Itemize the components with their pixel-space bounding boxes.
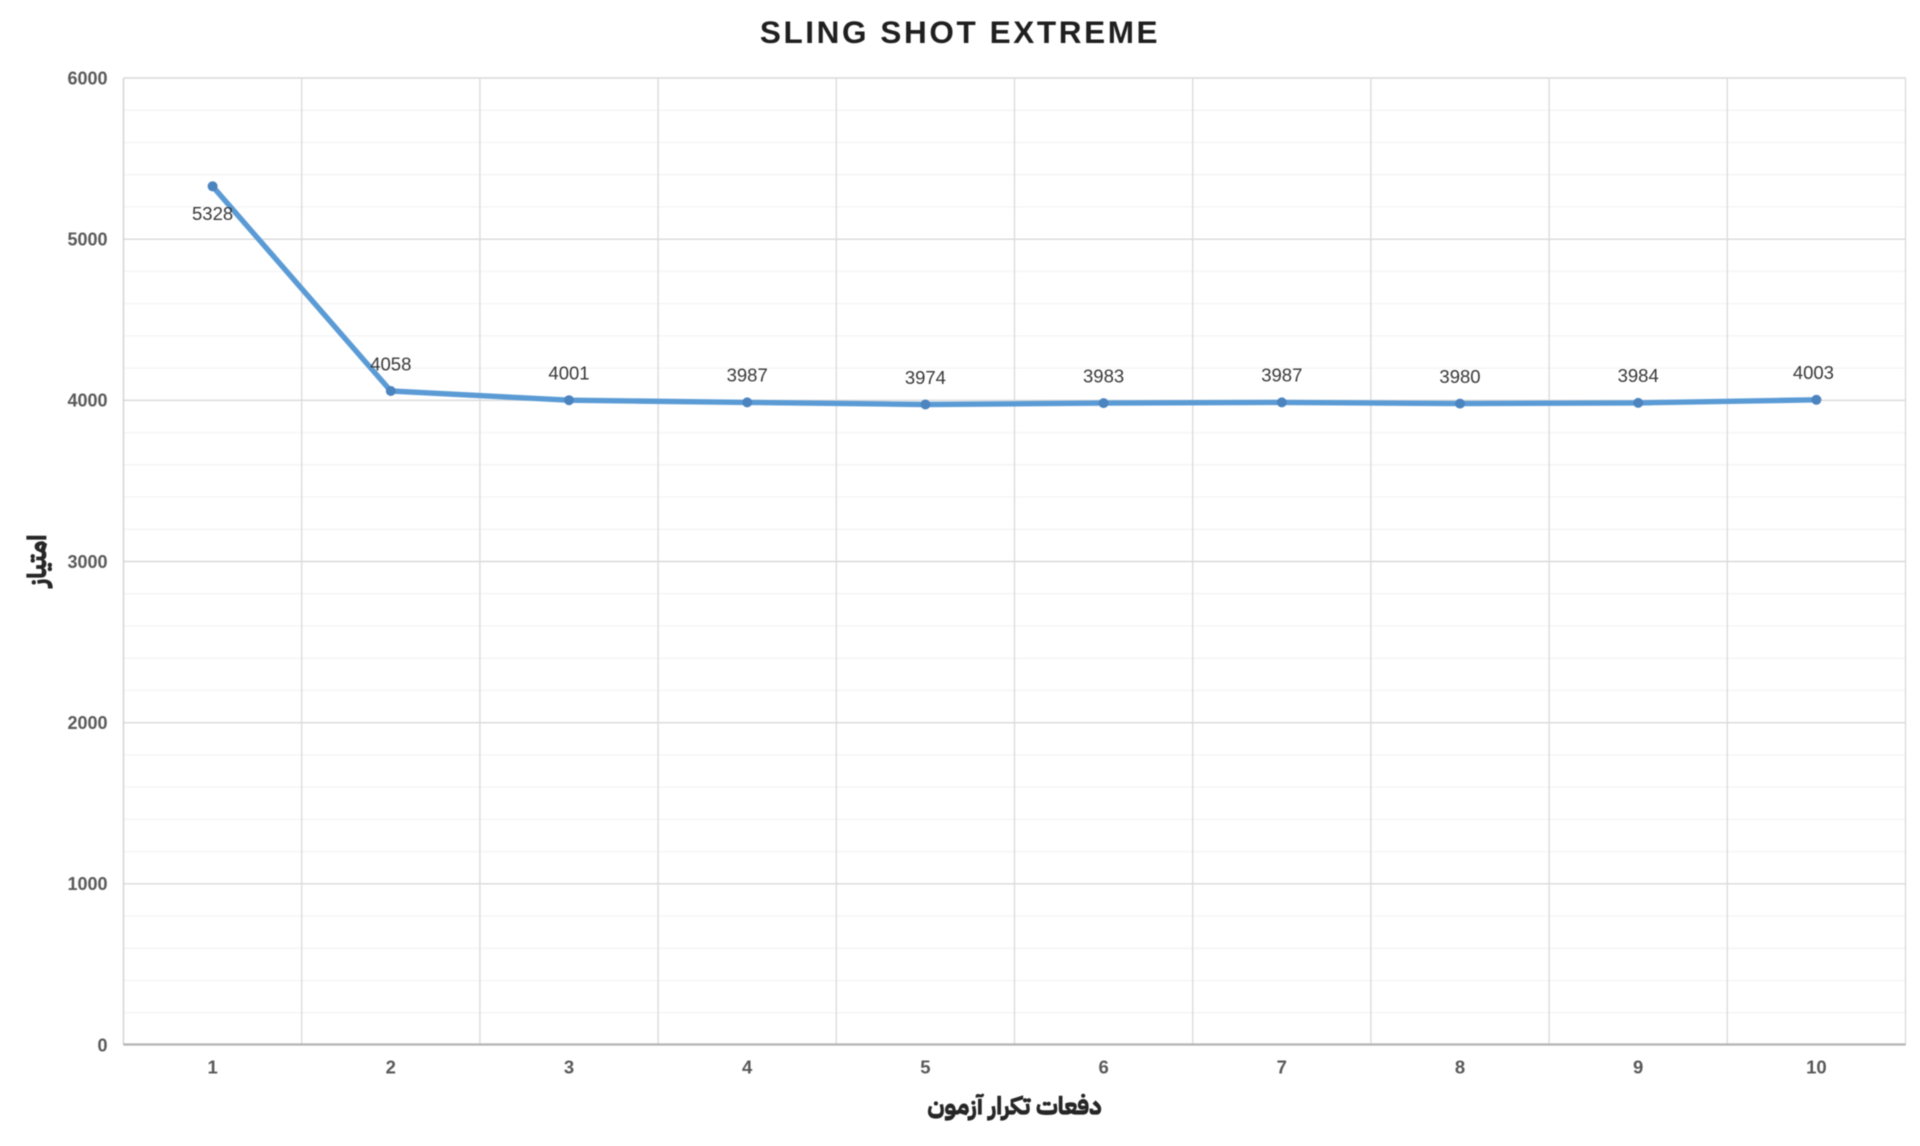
svg-text:1: 1 [207, 1056, 217, 1077]
svg-text:4: 4 [742, 1056, 753, 1077]
svg-text:6: 6 [1098, 1056, 1108, 1077]
svg-text:3987: 3987 [727, 365, 768, 386]
svg-text:3: 3 [564, 1056, 574, 1077]
svg-text:7: 7 [1277, 1056, 1287, 1077]
svg-text:5000: 5000 [67, 230, 107, 250]
svg-text:3984: 3984 [1618, 365, 1659, 386]
svg-text:4003: 4003 [1793, 362, 1834, 383]
svg-text:3980: 3980 [1439, 366, 1480, 387]
svg-text:4000: 4000 [67, 391, 107, 411]
svg-text:4001: 4001 [548, 363, 589, 384]
svg-text:2000: 2000 [67, 713, 107, 733]
svg-text:2: 2 [386, 1056, 396, 1077]
svg-text:1000: 1000 [67, 874, 107, 894]
svg-text:4058: 4058 [370, 353, 411, 374]
svg-text:5328: 5328 [192, 203, 233, 224]
svg-text:0: 0 [97, 1035, 107, 1055]
svg-text:3000: 3000 [67, 552, 107, 572]
svg-text:3987: 3987 [1261, 365, 1302, 386]
svg-text:SLING SHOT EXTREME: SLING SHOT EXTREME [760, 14, 1160, 50]
svg-text:6000: 6000 [67, 68, 107, 88]
svg-text:8: 8 [1455, 1056, 1465, 1077]
svg-text:10: 10 [1806, 1056, 1827, 1077]
svg-text:3974: 3974 [905, 367, 946, 388]
svg-text:9: 9 [1633, 1056, 1643, 1077]
svg-text:5: 5 [920, 1056, 930, 1077]
svg-text:3983: 3983 [1083, 365, 1124, 386]
